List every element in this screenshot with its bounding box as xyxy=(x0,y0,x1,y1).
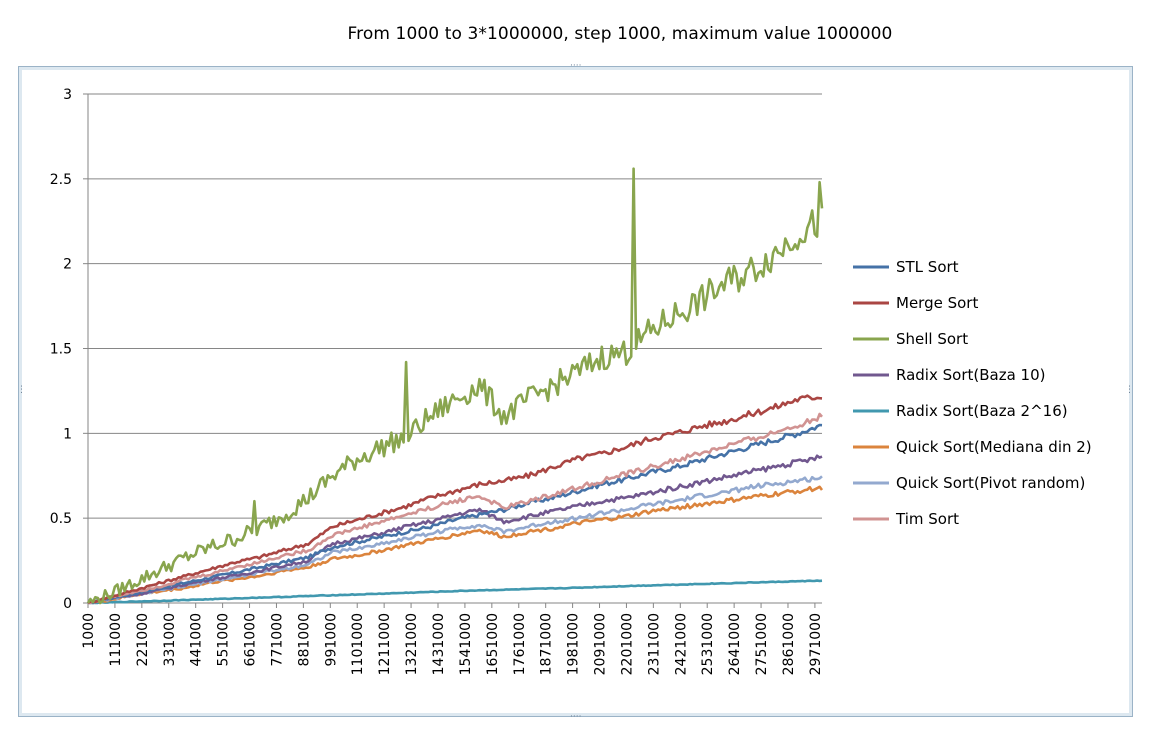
resize-handle-right[interactable]: ⋮ xyxy=(1125,385,1134,395)
x-tick-label: 1651000 xyxy=(485,613,501,675)
x-tick-label: 2861000 xyxy=(781,613,797,675)
legend-label: Tim Sort xyxy=(895,510,959,528)
series-line xyxy=(87,423,823,605)
x-tick-label: 2971000 xyxy=(808,613,824,675)
x-tick-label: 331000 xyxy=(162,613,178,666)
x-tick-label: 1211000 xyxy=(377,613,393,675)
chart-title: From 1000 to 3*1000000, step 1000, maxim… xyxy=(347,24,893,44)
resize-handle-bottom[interactable]: ···· xyxy=(570,712,582,722)
x-tick-label: 441000 xyxy=(189,613,205,666)
y-axis-ticks: 0 0.5 1 1.5 2 2.5 3 xyxy=(50,87,88,612)
series-line xyxy=(87,579,823,605)
x-axis-ticks: 1000 111000 221000 331000 441000 551000 661000… xyxy=(81,603,824,675)
y-tick-label: 0 xyxy=(63,596,72,612)
x-tick-label: 2201000 xyxy=(619,613,635,675)
legend-label: STL Sort xyxy=(896,258,959,276)
x-tick-label: 1541000 xyxy=(458,613,474,675)
legend-label: Quick Sort(Mediana din 2) xyxy=(896,438,1092,456)
x-tick-label: 1101000 xyxy=(350,613,366,675)
x-tick-label: 1981000 xyxy=(566,613,582,675)
x-tick-label: 1000 xyxy=(81,613,97,649)
chart-frame[interactable]: ···· ···· ⋮ ⋮ xyxy=(17,61,1134,722)
y-tick-label: 2.5 xyxy=(50,172,72,188)
x-tick-label: 771000 xyxy=(269,613,285,666)
x-tick-label: 2531000 xyxy=(700,613,716,675)
x-tick-label: 991000 xyxy=(323,613,339,666)
gridlines xyxy=(87,93,822,604)
x-tick-label: 1871000 xyxy=(539,613,555,675)
series-line xyxy=(86,167,824,605)
series-line xyxy=(87,475,823,605)
series-line xyxy=(87,394,823,605)
legend-label: Merge Sort xyxy=(896,294,978,312)
x-tick-label: 1321000 xyxy=(404,613,420,675)
x-tick-label: 551000 xyxy=(216,613,232,666)
x-tick-label: 2641000 xyxy=(727,613,743,675)
legend-label: Radix Sort(Baza 10) xyxy=(896,366,1045,384)
series-lines xyxy=(86,167,824,605)
resize-handle-left[interactable]: ⋮ xyxy=(17,385,26,395)
x-tick-label: 661000 xyxy=(243,613,259,666)
y-tick-label: 1.5 xyxy=(50,342,72,358)
x-tick-label: 221000 xyxy=(135,613,151,666)
x-tick-label: 111000 xyxy=(108,613,124,666)
legend-label: Quick Sort(Pivot random) xyxy=(896,474,1085,492)
series-line xyxy=(87,412,823,605)
x-tick-label: 1761000 xyxy=(512,613,528,675)
x-tick-label: 2091000 xyxy=(593,613,609,675)
legend-label: Radix Sort(Baza 2^16) xyxy=(896,402,1068,420)
resize-handle-top[interactable]: ···· xyxy=(570,61,582,71)
y-tick-label: 1 xyxy=(63,426,72,442)
y-tick-label: 0.5 xyxy=(50,511,72,527)
legend: STL Sort Merge Sort Shell Sort Radix Sort(B… xyxy=(853,258,1092,528)
x-tick-label: 881000 xyxy=(296,613,312,666)
x-tick-label: 2751000 xyxy=(754,613,770,675)
y-tick-label: 2 xyxy=(63,257,72,273)
x-tick-label: 1431000 xyxy=(431,613,447,675)
x-tick-label: 2421000 xyxy=(673,613,689,675)
y-tick-label: 3 xyxy=(63,87,72,103)
legend-label: Shell Sort xyxy=(896,330,968,348)
x-tick-label: 2311000 xyxy=(646,613,662,675)
